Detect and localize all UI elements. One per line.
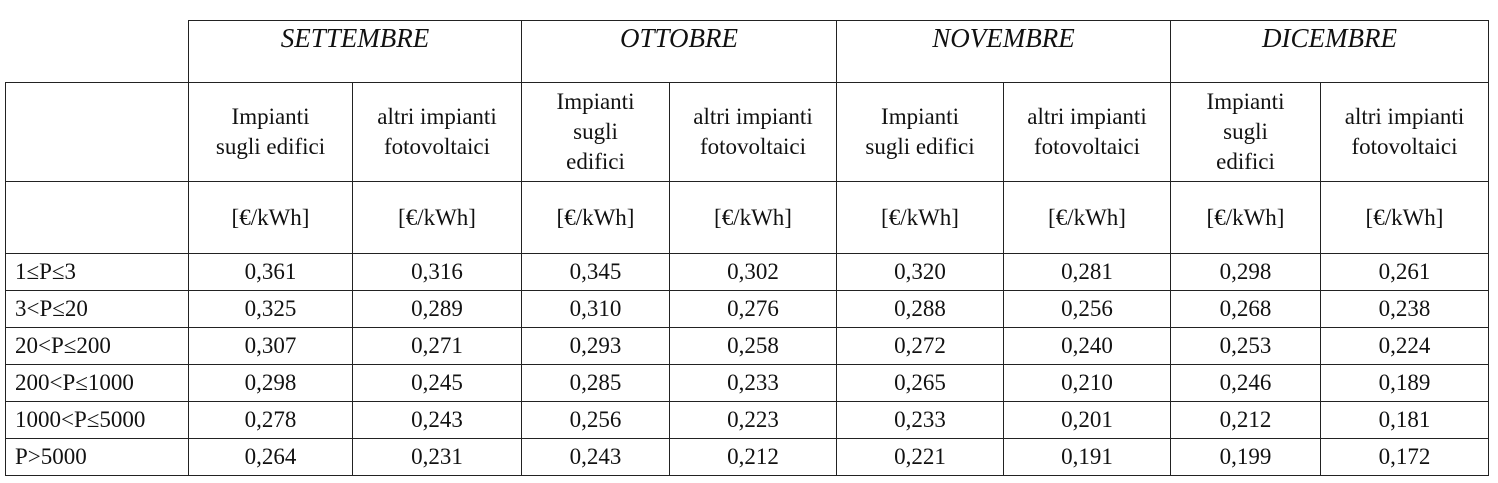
row-label: 20<P≤200 [5, 327, 189, 365]
value-cell: 0,281 [1003, 253, 1171, 291]
column-header: Impianti sugli edifici [188, 82, 353, 182]
value-cell: 0,271 [352, 327, 522, 365]
value-cell: 0,256 [521, 401, 670, 439]
value-cell: 0,293 [521, 327, 670, 365]
column-header: altri impianti fotovoltaici [669, 82, 837, 182]
empty-cell [5, 181, 189, 254]
value-cell: 0,210 [1003, 364, 1171, 402]
value-cell: 0,285 [521, 364, 670, 402]
data-row: 1≤P≤3 0,361 0,316 0,345 0,302 0,320 0,281 0,298… [5, 253, 1489, 291]
unit-header: [€/kWh] [188, 181, 353, 254]
value-cell: 0,201 [1003, 401, 1171, 439]
column-header: Impianti sugli edifici [521, 82, 670, 182]
value-cell: 0,298 [188, 364, 353, 402]
value-cell: 0,345 [521, 253, 670, 291]
value-cell: 0,233 [836, 401, 1004, 439]
value-cell: 0,298 [1170, 253, 1321, 291]
value-cell: 0,264 [188, 438, 353, 476]
unit-header: [€/kWh] [521, 181, 670, 254]
value-cell: 0,272 [836, 327, 1004, 365]
unit-header: [€/kWh] [1170, 181, 1321, 254]
value-cell: 0,278 [188, 401, 353, 439]
column-header: Impianti sugli edifici [1170, 82, 1321, 182]
value-cell: 0,191 [1003, 438, 1171, 476]
empty-cell [5, 82, 189, 182]
value-cell: 0,224 [1320, 327, 1489, 365]
data-row: 20<P≤200 0,307 0,271 0,293 0,258 0,272 0,240 0,… [5, 327, 1489, 365]
column-header: Impianti sugli edifici [836, 82, 1004, 182]
value-cell: 0,253 [1170, 327, 1321, 365]
subheader-row: Impianti sugli edifici altri impianti fot… [5, 82, 1489, 182]
unit-row: [€/kWh] [€/kWh] [€/kWh] [€/kWh] [€/kWh] [€/kW… [5, 181, 1489, 254]
value-cell: 0,261 [1320, 253, 1489, 291]
value-cell: 0,361 [188, 253, 353, 291]
row-label: 200<P≤1000 [5, 364, 189, 402]
value-cell: 0,265 [836, 364, 1004, 402]
column-header: altri impianti fotovoltaici [1320, 82, 1489, 182]
data-row: 200<P≤1000 0,298 0,245 0,285 0,233 0,265 0,210… [5, 364, 1489, 402]
column-header: altri impianti fotovoltaici [352, 82, 522, 182]
corner-cell [5, 20, 189, 83]
row-label: 1≤P≤3 [5, 253, 189, 291]
unit-header: [€/kWh] [1320, 181, 1489, 254]
value-cell: 0,238 [1320, 290, 1489, 328]
row-label: 1000<P≤5000 [5, 401, 189, 439]
value-cell: 0,268 [1170, 290, 1321, 328]
value-cell: 0,181 [1320, 401, 1489, 439]
unit-header: [€/kWh] [352, 181, 522, 254]
value-cell: 0,246 [1170, 364, 1321, 402]
value-cell: 0,231 [352, 438, 522, 476]
value-cell: 0,223 [669, 401, 837, 439]
value-cell: 0,316 [352, 253, 522, 291]
unit-header: [€/kWh] [669, 181, 837, 254]
value-cell: 0,288 [836, 290, 1004, 328]
table-body: SETTEMBRE OTTOBRE NOVEMBRE DICEMBRE Impianti… [5, 20, 1489, 476]
unit-header: [€/kWh] [836, 181, 1004, 254]
value-cell: 0,256 [1003, 290, 1171, 328]
value-cell: 0,172 [1320, 438, 1489, 476]
value-cell: 0,212 [669, 438, 837, 476]
value-cell: 0,221 [836, 438, 1004, 476]
value-cell: 0,276 [669, 290, 837, 328]
value-cell: 0,302 [669, 253, 837, 291]
value-cell: 0,240 [1003, 327, 1171, 365]
value-cell: 0,258 [669, 327, 837, 365]
row-label: P>5000 [5, 438, 189, 476]
month-header: DICEMBRE [1170, 20, 1489, 83]
data-row: P>5000 0,264 0,231 0,243 0,212 0,221 0,191 0,19… [5, 438, 1489, 476]
month-header: OTTOBRE [521, 20, 837, 83]
month-header: NOVEMBRE [836, 20, 1171, 83]
value-cell: 0,212 [1170, 401, 1321, 439]
month-row: SETTEMBRE OTTOBRE NOVEMBRE DICEMBRE [5, 20, 1489, 83]
row-label: 3<P≤20 [5, 290, 189, 328]
month-header: SETTEMBRE [188, 20, 522, 83]
data-row: 1000<P≤5000 0,278 0,243 0,256 0,223 0,233 0,20… [5, 401, 1489, 439]
value-cell: 0,199 [1170, 438, 1321, 476]
value-cell: 0,243 [521, 438, 670, 476]
value-cell: 0,320 [836, 253, 1004, 291]
value-cell: 0,233 [669, 364, 837, 402]
unit-header: [€/kWh] [1003, 181, 1171, 254]
value-cell: 0,189 [1320, 364, 1489, 402]
tariff-table: SETTEMBRE OTTOBRE NOVEMBRE DICEMBRE Impianti… [5, 20, 1489, 476]
value-cell: 0,310 [521, 290, 670, 328]
value-cell: 0,307 [188, 327, 353, 365]
value-cell: 0,243 [352, 401, 522, 439]
table-wrap: SETTEMBRE OTTOBRE NOVEMBRE DICEMBRE Impianti… [5, 20, 1489, 476]
column-header: altri impianti fotovoltaici [1003, 82, 1171, 182]
value-cell: 0,245 [352, 364, 522, 402]
value-cell: 0,289 [352, 290, 522, 328]
value-cell: 0,325 [188, 290, 353, 328]
data-row: 3<P≤20 0,325 0,289 0,310 0,276 0,288 0,256 0,26… [5, 290, 1489, 328]
